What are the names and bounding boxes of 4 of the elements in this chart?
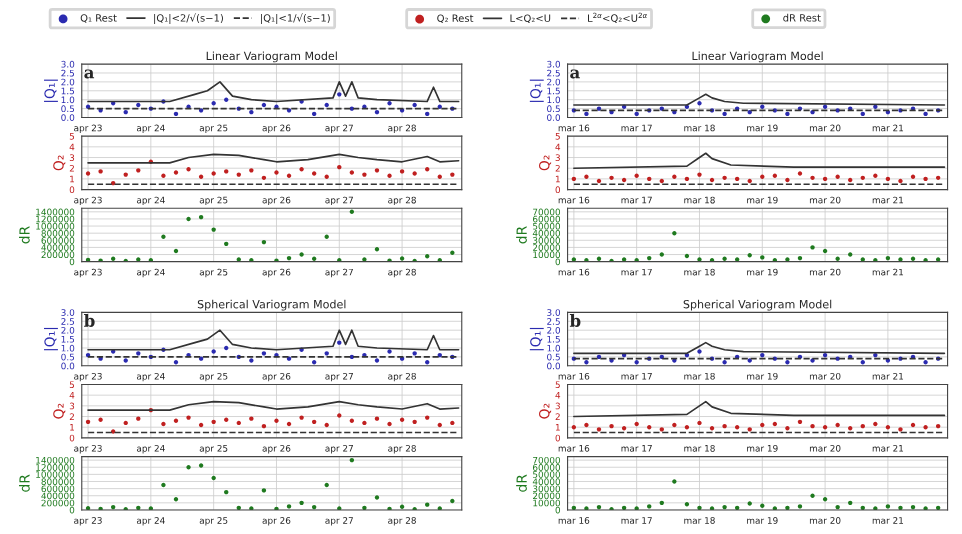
annotation: a [570, 69, 580, 79]
annotation: b [84, 313, 95, 327]
annotation: a [84, 69, 95, 79]
annotation: b [569, 313, 581, 327]
